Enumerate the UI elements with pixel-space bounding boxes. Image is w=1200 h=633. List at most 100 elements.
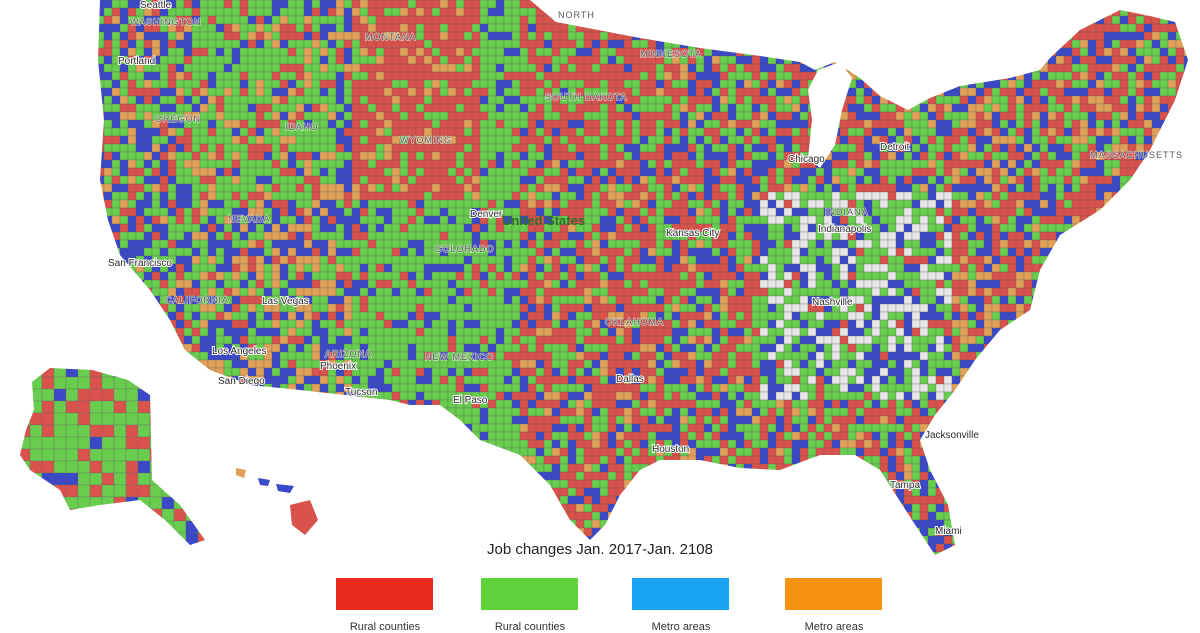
county-cell	[559, 127, 569, 137]
county-cell	[679, 119, 689, 129]
county-cell	[335, 191, 345, 201]
county-cell	[215, 23, 225, 33]
county-cell	[98, 223, 105, 233]
county-cell	[671, 39, 681, 49]
county-cell	[1119, 95, 1129, 105]
county-cell	[1087, 95, 1097, 105]
county-cell	[295, 191, 305, 201]
county-cell	[743, 0, 753, 9]
county-cell	[1143, 263, 1153, 273]
county-cell	[855, 31, 865, 41]
county-cell	[1007, 111, 1017, 121]
county-cell	[623, 199, 633, 209]
county-cell	[887, 151, 897, 161]
county-cell	[799, 167, 809, 177]
county-cell	[935, 15, 945, 25]
county-cell	[319, 231, 329, 241]
county-cell	[319, 55, 329, 65]
county-cell	[1159, 223, 1169, 233]
county-cell	[231, 175, 241, 185]
county-cell	[327, 63, 337, 73]
county-cell	[359, 7, 369, 17]
county-cell	[351, 87, 361, 97]
county-cell	[383, 271, 393, 281]
county-cell	[271, 223, 281, 233]
county-cell	[415, 223, 425, 233]
county-cell	[895, 271, 905, 281]
county-cell	[207, 239, 217, 249]
county-cell	[791, 39, 801, 49]
county-cell	[279, 87, 289, 97]
county-cell	[399, 87, 409, 97]
county-cell	[863, 151, 873, 161]
county-cell	[335, 111, 345, 121]
county-cell	[639, 135, 649, 145]
county-cell	[719, 255, 729, 265]
county-cell	[351, 63, 361, 73]
county-cell	[951, 263, 961, 273]
county-cell	[607, 239, 617, 249]
county-cell	[663, 239, 673, 249]
county-cell	[255, 87, 265, 97]
county-cell	[831, 31, 841, 41]
county-cell	[191, 167, 201, 177]
county-cell	[1031, 255, 1041, 265]
county-cell	[951, 119, 961, 129]
county-cell	[143, 207, 153, 217]
county-cell	[1119, 247, 1129, 257]
county-cell	[615, 111, 625, 121]
county-cell	[735, 247, 745, 257]
county-cell	[287, 23, 297, 33]
county-cell	[951, 279, 961, 289]
county-cell	[487, 55, 497, 65]
county-cell	[543, 143, 553, 153]
county-cell	[935, 127, 945, 137]
county-cell	[127, 183, 137, 193]
county-cell	[951, 71, 961, 81]
county-cell	[575, 119, 585, 129]
county-cell	[879, 191, 889, 201]
county-cell	[343, 47, 353, 57]
county-cell	[559, 167, 569, 177]
county-cell	[911, 207, 921, 217]
county-cell	[551, 55, 561, 65]
county-cell	[559, 287, 569, 297]
county-cell	[98, 215, 105, 225]
county-cell	[751, 231, 761, 241]
county-cell	[847, 95, 857, 105]
county-cell	[791, 255, 801, 265]
county-cell	[423, 175, 433, 185]
county-cell	[135, 287, 145, 297]
county-cell	[599, 31, 609, 41]
county-cell	[951, 55, 961, 65]
county-cell	[759, 103, 769, 113]
county-cell	[1175, 191, 1185, 201]
county-cell	[783, 0, 793, 9]
county-cell	[663, 135, 673, 145]
county-cell	[727, 71, 737, 81]
county-cell	[151, 135, 161, 145]
county-cell	[399, 263, 409, 273]
county-cell	[135, 47, 145, 57]
county-cell	[271, 279, 281, 289]
county-cell	[879, 55, 889, 65]
county-cell	[951, 135, 961, 145]
county-cell	[847, 7, 857, 17]
county-cell	[767, 191, 777, 201]
county-cell	[1031, 111, 1041, 121]
county-cell	[679, 95, 689, 105]
county-cell	[263, 231, 273, 241]
county-cell	[735, 263, 745, 273]
county-cell	[791, 279, 801, 289]
county-cell	[639, 159, 649, 169]
county-cell	[623, 239, 633, 249]
county-cell	[767, 127, 777, 137]
county-cell	[439, 151, 449, 161]
county-cell	[391, 0, 401, 9]
county-cell	[1039, 127, 1049, 137]
county-cell	[799, 0, 809, 9]
county-cell	[1007, 143, 1017, 153]
county-cell	[239, 15, 249, 25]
county-cell	[1071, 239, 1081, 249]
county-cell	[623, 7, 633, 17]
